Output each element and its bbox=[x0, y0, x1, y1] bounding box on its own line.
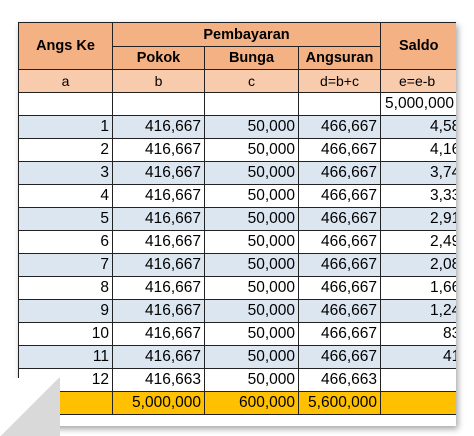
cell-angsuran[interactable]: 466,667 bbox=[297, 345, 382, 369]
header-row-sub: Pokok Bunga Angsuran bbox=[19, 46, 457, 70]
formula-d: d=b+c bbox=[297, 69, 382, 93]
header-pokok: Pokok bbox=[112, 46, 205, 70]
cell[interactable] bbox=[297, 92, 382, 116]
cell-saldo[interactable]: 1,666,664 bbox=[380, 276, 456, 300]
header-row-top: Angs Ke Pembayaran Saldo bbox=[18, 22, 456, 70]
cell-pokok[interactable]: 416,667 bbox=[112, 322, 205, 346]
cell-saldo[interactable]: 3,333,332 bbox=[380, 184, 456, 208]
cell-angsuran[interactable]: 466,663 bbox=[297, 368, 382, 392]
cell-angsuran[interactable]: 466,667 bbox=[297, 230, 382, 254]
formula-row: a b c d=b+c e=e-b bbox=[18, 69, 456, 93]
cell-pokok[interactable]: 416,667 bbox=[112, 184, 205, 208]
formula-c: c bbox=[204, 69, 299, 93]
total-angsuran[interactable]: 5,600,000 bbox=[297, 391, 382, 415]
cell-bunga[interactable]: 50,000 bbox=[204, 368, 299, 392]
loan-schedule-table: Angs Ke Pembayaran Saldo Pokok Bunga Ang… bbox=[18, 22, 456, 415]
header-saldo: Saldo bbox=[380, 22, 456, 70]
cell-no[interactable]: 11 bbox=[18, 345, 113, 369]
cell-angsuran[interactable]: 466,667 bbox=[297, 184, 382, 208]
cell-pokok[interactable]: 416,667 bbox=[112, 115, 205, 139]
cell-bunga[interactable]: 50,000 bbox=[204, 322, 299, 346]
cell-no[interactable]: 6 bbox=[18, 230, 113, 254]
cell-bunga[interactable]: 50,000 bbox=[204, 276, 299, 300]
cell-pokok[interactable]: 416,667 bbox=[112, 276, 205, 300]
cell-pokok[interactable]: 416,667 bbox=[112, 253, 205, 277]
cell-angsuran[interactable]: 466,667 bbox=[297, 138, 382, 162]
initial-row: 5,000,000 bbox=[18, 92, 456, 116]
formula-e: e=e-b bbox=[380, 69, 456, 93]
cell-bunga[interactable]: 50,000 bbox=[204, 207, 299, 231]
cell-bunga[interactable]: 50,000 bbox=[204, 115, 299, 139]
cell[interactable] bbox=[204, 92, 299, 116]
cell-bunga[interactable]: 50,000 bbox=[204, 299, 299, 323]
total-row: 5,000,000 600,000 5,600,000 bbox=[18, 391, 456, 415]
formula-a: a bbox=[18, 69, 113, 93]
cell-angsuran[interactable]: 466,667 bbox=[297, 207, 382, 231]
cell-angsuran[interactable]: 466,667 bbox=[297, 253, 382, 277]
cell-no[interactable]: 2 bbox=[18, 138, 113, 162]
cell-bunga[interactable]: 50,000 bbox=[204, 184, 299, 208]
cell-angsuran[interactable]: 466,667 bbox=[297, 276, 382, 300]
cell[interactable] bbox=[112, 92, 205, 116]
cell-pokok[interactable]: 416,667 bbox=[112, 207, 205, 231]
total-bunga[interactable]: 600,000 bbox=[204, 391, 299, 415]
formula-b: b bbox=[112, 69, 205, 93]
cell-pokok[interactable]: 416,667 bbox=[112, 138, 205, 162]
cell-pokok[interactable]: 416,663 bbox=[112, 368, 205, 392]
cell-no[interactable]: 8 bbox=[18, 276, 113, 300]
cell-angsuran[interactable]: 466,667 bbox=[297, 161, 382, 185]
header-pembayaran: Pembayaran bbox=[111, 22, 382, 47]
cell-saldo[interactable]: 2,083,331 bbox=[380, 253, 456, 277]
cell-angsuran[interactable]: 466,667 bbox=[297, 299, 382, 323]
cell-saldo[interactable]: 833,330 bbox=[380, 322, 456, 346]
cell-pokok[interactable]: 416,667 bbox=[112, 230, 205, 254]
cell-pokok[interactable]: 416,667 bbox=[112, 299, 205, 323]
cell-angsuran[interactable]: 466,667 bbox=[297, 115, 382, 139]
total-pokok[interactable]: 5,000,000 bbox=[112, 391, 205, 415]
cell-bunga[interactable]: 50,000 bbox=[204, 230, 299, 254]
cell-no[interactable]: 9 bbox=[18, 299, 113, 323]
cell-saldo[interactable]: 3,749,999 bbox=[380, 161, 456, 185]
cell-saldo[interactable]: 4,166,666 bbox=[380, 138, 456, 162]
header-angsuran: Angsuran bbox=[297, 46, 382, 70]
cell[interactable] bbox=[18, 92, 113, 116]
cell-saldo[interactable]: 2,499,998 bbox=[380, 230, 456, 254]
cell-pokok[interactable]: 416,667 bbox=[112, 345, 205, 369]
header-bunga: Bunga bbox=[204, 46, 299, 70]
cell-no[interactable]: 7 bbox=[18, 253, 113, 277]
cell-bunga[interactable]: 50,000 bbox=[204, 253, 299, 277]
cell-bunga[interactable]: 50,000 bbox=[204, 345, 299, 369]
cell-bunga[interactable]: 50,000 bbox=[204, 138, 299, 162]
cell-saldo[interactable]: 1,249,997 bbox=[380, 299, 456, 323]
cell-saldo[interactable]: 4,583,333 bbox=[380, 115, 456, 139]
cell-saldo[interactable]: 0 bbox=[380, 368, 456, 392]
page-curl-decoration bbox=[0, 378, 60, 436]
cell-angsuran[interactable]: 466,667 bbox=[297, 322, 382, 346]
cell-no[interactable]: 3 bbox=[18, 161, 113, 185]
cell-no[interactable]: 4 bbox=[18, 184, 113, 208]
cell-bunga[interactable]: 50,000 bbox=[204, 161, 299, 185]
cell-saldo[interactable]: 2,916,665 bbox=[380, 207, 456, 231]
cell-no[interactable]: 1 bbox=[18, 115, 113, 139]
cell[interactable] bbox=[380, 391, 456, 415]
cell-saldo[interactable]: 416,663 bbox=[380, 345, 456, 369]
header-angs-ke: Angs Ke bbox=[18, 22, 113, 70]
initial-saldo[interactable]: 5,000,000 bbox=[380, 92, 456, 116]
cell-no[interactable]: 5 bbox=[18, 207, 113, 231]
cell-no[interactable]: 10 bbox=[18, 322, 113, 346]
cell-pokok[interactable]: 416,667 bbox=[112, 161, 205, 185]
spreadsheet: Angs Ke Pembayaran Saldo Pokok Bunga Ang… bbox=[18, 22, 456, 426]
